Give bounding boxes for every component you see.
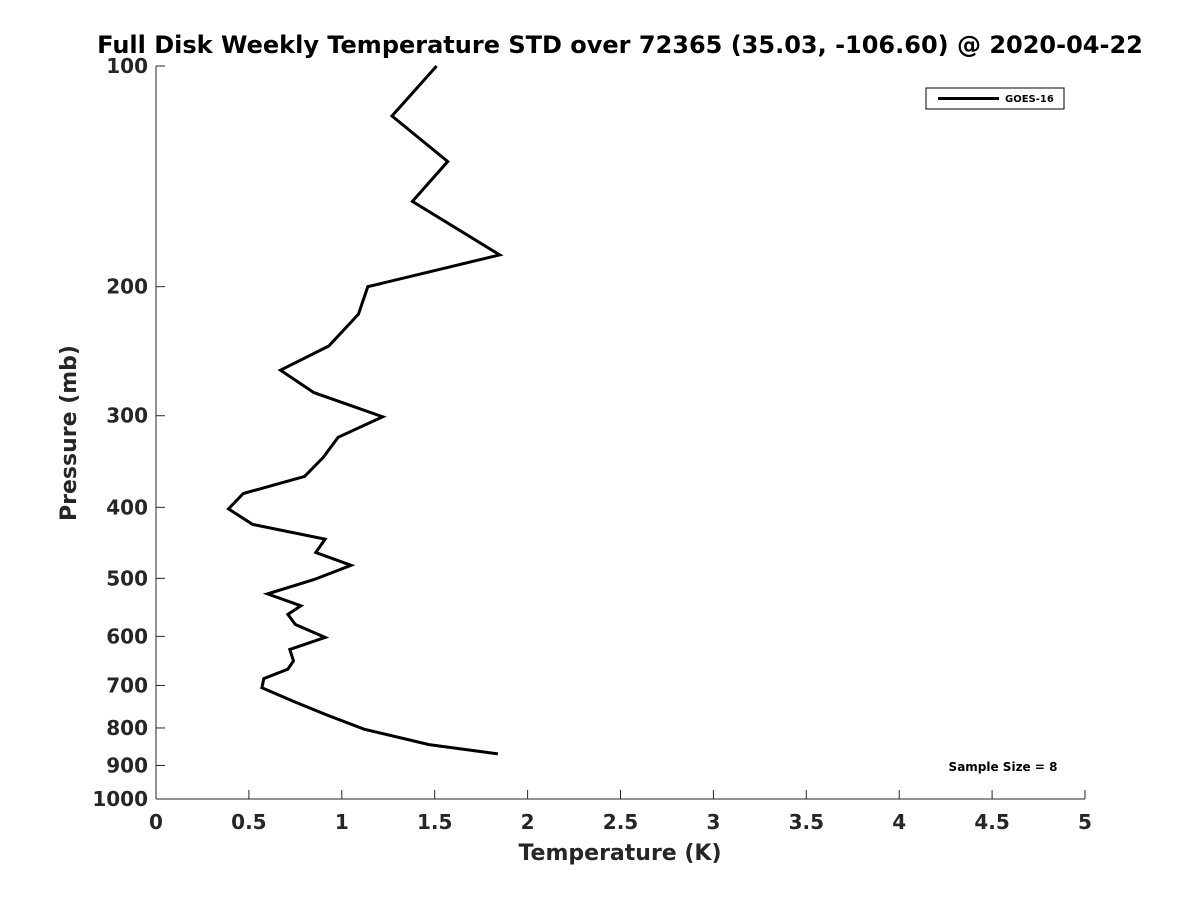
x-tick-label: 4.5 <box>974 810 1009 834</box>
y-tick-label: 700 <box>106 673 148 697</box>
series-line-goes16 <box>226 65 504 756</box>
y-axis-label: Pressure (mb) <box>57 345 82 521</box>
y-tick-label: 1000 <box>92 787 148 811</box>
y-tick-label: 200 <box>106 275 148 299</box>
y-tick-label: 900 <box>106 753 148 777</box>
sample-size-annotation: Sample Size = 8 <box>949 760 1058 774</box>
x-tick-label: 3 <box>706 810 720 834</box>
x-tick-label: 0 <box>149 810 163 834</box>
x-tick-label: 3.5 <box>789 810 824 834</box>
x-tick-label: 1 <box>335 810 349 834</box>
x-tick-label: 2 <box>521 810 535 834</box>
y-tick-label: 800 <box>106 716 148 740</box>
y-ticks: 100 200 300 400 500 600 700 800 900 1000 <box>92 54 165 811</box>
chart-title: Full Disk Weekly Temperature STD over 72… <box>97 31 1143 59</box>
y-tick-label: 500 <box>106 566 148 590</box>
x-tick-label: 1.5 <box>417 810 452 834</box>
y-tick-label: 100 <box>106 54 148 78</box>
legend-label: GOES-16 <box>1005 94 1054 105</box>
legend: GOES-16 <box>925 87 1065 110</box>
x-tick-label: 0.5 <box>231 810 266 834</box>
y-tick-label: 400 <box>106 495 148 519</box>
y-tick-label: 600 <box>106 624 148 648</box>
x-axis-label: Temperature (K) <box>518 841 721 866</box>
x-tick-label: 4 <box>892 810 906 834</box>
plot-area <box>156 66 1085 799</box>
x-tick-label: 2.5 <box>603 810 638 834</box>
y-tick-label: 300 <box>106 404 148 428</box>
x-ticks: 0 0.5 1 1.5 2 2.5 3 3.5 4 4.5 5 <box>149 790 1092 834</box>
x-tick-label: 5 <box>1078 810 1092 834</box>
